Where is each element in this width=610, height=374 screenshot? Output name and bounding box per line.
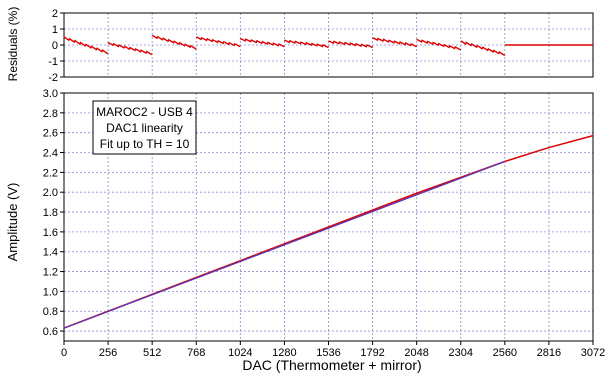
- xtick-label: 1792: [360, 347, 384, 359]
- amplitude-ytick-label: 2.8: [43, 108, 58, 120]
- xtick-label: 1280: [272, 347, 296, 359]
- xtick-label: 512: [143, 347, 161, 359]
- amplitude-frame: [63, 92, 594, 342]
- amplitude-ytick-label: 1.4: [43, 247, 58, 259]
- xtick-label: 2304: [449, 347, 473, 359]
- residuals-ytick-label: -1: [48, 56, 58, 68]
- amplitude-ytick-label: 1.8: [43, 207, 58, 219]
- xtick-label: 2560: [493, 347, 517, 359]
- residuals-panel: -2 -1 0 1 2: [48, 8, 594, 84]
- xtick-label: 2816: [537, 347, 561, 359]
- amplitude-ytick-label: 1.2: [43, 267, 58, 279]
- residuals-ytick-label: 1: [52, 24, 58, 36]
- amplitude-ytick-label: 2.0: [43, 187, 58, 199]
- amplitude-ytick-label: 3.0: [43, 88, 58, 100]
- legend-box: [92, 100, 197, 155]
- amplitude-fit-line: [63, 160, 506, 329]
- amplitude-ytick-label: 2.2: [43, 167, 58, 179]
- legend-line: DAC1 linearity: [106, 121, 183, 135]
- legend-line: MAROC2 - USB 4: [96, 105, 193, 119]
- amplitude-ytick-label: 2.4: [43, 148, 58, 160]
- amplitude-ytick-label: 0.8: [43, 306, 58, 318]
- amplitude-ytick-label: 0.6: [43, 326, 58, 338]
- residuals-ytick-label: 2: [52, 8, 58, 20]
- amplitude-ytick-label: 1.0: [43, 286, 58, 298]
- amplitude-axis-label: Amplitude (V): [5, 183, 20, 262]
- residuals-ytick-label: -2: [48, 72, 58, 84]
- legend-line: Fit up to TH = 10: [100, 137, 190, 151]
- amplitude-ytick-label: 2.6: [43, 128, 58, 140]
- xtick-label: 2048: [404, 347, 428, 359]
- xtick-label: 1024: [228, 347, 252, 359]
- amplitude-ytick-label: 1.6: [43, 227, 58, 239]
- xtick-label: 3072: [581, 347, 605, 359]
- dac-axis-label: DAC (Thermometer + mirror): [242, 357, 421, 373]
- residuals-line: [63, 34, 593, 56]
- xtick-label: 0: [61, 347, 67, 359]
- residuals-ytick-label: 0: [52, 40, 58, 52]
- xtick-label: 1536: [316, 347, 340, 359]
- xtick-label: 256: [99, 347, 117, 359]
- xtick-label: 768: [187, 347, 205, 359]
- residuals-axis-label: Residuals (%): [6, 7, 20, 82]
- amplitude-panel: 0 256 512 768 1024 1280 1536 1792 2048 2304 2560 28…: [43, 88, 606, 359]
